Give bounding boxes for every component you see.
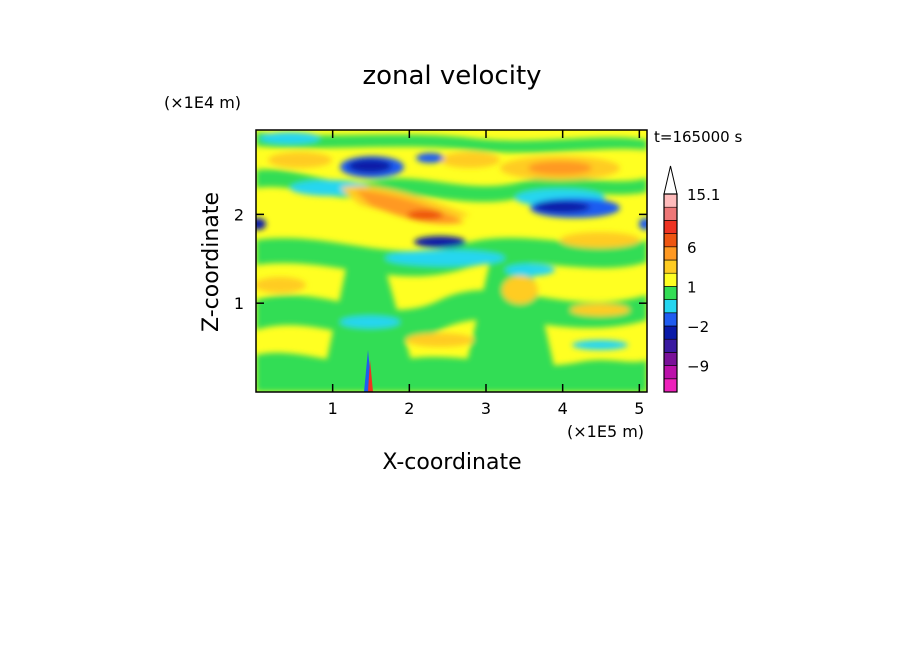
- chart-title: zonal velocity: [362, 61, 541, 91]
- cyan-patch-5: [340, 316, 400, 328]
- x-axis: 1 2 3 4 5: [328, 130, 644, 418]
- x-tick-label: 3: [481, 399, 491, 418]
- contour-field: [256, 130, 647, 392]
- colorbar-swatch: [663, 325, 678, 340]
- blue-patch-1b: [416, 153, 444, 163]
- blue-jet-1-core: [348, 159, 392, 173]
- cyan-patch-4: [260, 132, 320, 144]
- orange-patch-2: [440, 152, 500, 168]
- orange-core-2: [528, 161, 592, 175]
- orange-patch-8: [502, 276, 538, 304]
- y-axis: 12: [234, 205, 647, 313]
- colorbar-swatch: [663, 220, 678, 234]
- x-tick-label: 2: [404, 399, 414, 418]
- cyan-patch-6: [505, 264, 555, 276]
- colorbar-swatch: [663, 338, 678, 353]
- blue-edge: [256, 218, 266, 230]
- blue-jet-3: [414, 236, 466, 248]
- colorbar-swatch: [663, 286, 678, 300]
- x-axis-label: X-coordinate: [382, 450, 521, 475]
- y-scale-label: (×1E4 m): [164, 93, 241, 112]
- colorbar-swatch: [663, 299, 678, 314]
- green-plume-2: [460, 240, 560, 392]
- orange-patch-6: [406, 333, 474, 347]
- orange-patch-4: [560, 232, 640, 248]
- x-tick-label: 4: [558, 399, 568, 418]
- y-tick-label: 2: [234, 205, 244, 224]
- orange-patch-5: [256, 277, 306, 293]
- colorbar-label: 6: [687, 239, 697, 257]
- colorbar-swatch: [663, 193, 678, 208]
- colorbar-label: 15.1: [687, 186, 720, 204]
- colorbar-swatch: [663, 312, 678, 327]
- colorbar-swatch: [663, 206, 678, 221]
- x-scale-label: (×1E5 m): [567, 422, 644, 441]
- colorbar-swatch: [663, 259, 678, 274]
- y-tick-label: 1: [234, 294, 244, 313]
- plot-frame: [255, 129, 648, 393]
- colorbar-swatch: [663, 365, 678, 380]
- orange-patch-7: [570, 304, 630, 316]
- blue-jet-2-core: [534, 201, 590, 213]
- colorbar-swatch: [663, 246, 678, 261]
- colorbar-swatch: [663, 272, 678, 287]
- colorbar-label: −9: [687, 358, 709, 376]
- cyan-patch-7: [572, 340, 628, 350]
- colorbar-extend-arrow: [663, 165, 678, 195]
- colorbar-label: 1: [687, 278, 697, 296]
- cyan-patch-2: [385, 250, 505, 266]
- x-tick-label: 1: [328, 399, 338, 418]
- colorbar: 15.1 6 1 −2 −9: [663, 165, 720, 393]
- red-core: [407, 210, 443, 220]
- colorbar-swatch: [663, 352, 678, 366]
- colorbar-swatch: [663, 378, 678, 393]
- blue-edge-2: [639, 218, 647, 230]
- colorbar-frame: [663, 193, 678, 393]
- x-tick-label: 5: [634, 399, 644, 418]
- colorbar-label: −2: [687, 318, 709, 336]
- colorbar-swatch: [663, 233, 678, 248]
- plume-streak-red: [368, 360, 373, 392]
- green-band-5: [256, 132, 647, 153]
- orange-patch-1: [268, 152, 332, 168]
- y-axis-label: Z-coordinate: [199, 192, 224, 332]
- time-label: t=165000 s: [654, 128, 742, 146]
